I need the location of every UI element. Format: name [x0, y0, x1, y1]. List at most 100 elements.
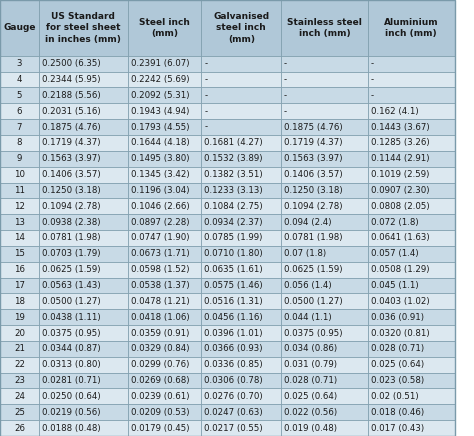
- Bar: [368, 198, 455, 214]
- Text: 0.0438 (1.11): 0.0438 (1.11): [42, 313, 100, 322]
- Text: 0.2188 (5.56): 0.2188 (5.56): [42, 91, 100, 100]
- Bar: [128, 0, 201, 56]
- Text: 0.2391 (6.07): 0.2391 (6.07): [131, 59, 189, 68]
- Text: 0.0508 (1.29): 0.0508 (1.29): [371, 265, 429, 274]
- Bar: [201, 88, 281, 103]
- Text: 0.0635 (1.61): 0.0635 (1.61): [204, 265, 263, 274]
- Text: 0.034 (0.86): 0.034 (0.86): [284, 344, 337, 353]
- Text: 0.0247 (0.63): 0.0247 (0.63): [204, 408, 263, 417]
- Bar: [201, 309, 281, 325]
- Bar: [281, 357, 368, 373]
- Bar: [368, 56, 455, 72]
- Bar: [0, 388, 39, 404]
- Bar: [39, 72, 128, 88]
- Text: 0.0897 (2.28): 0.0897 (2.28): [131, 218, 189, 227]
- Text: 21: 21: [14, 344, 25, 353]
- Text: 0.0538 (1.37): 0.0538 (1.37): [131, 281, 190, 290]
- Bar: [281, 325, 368, 341]
- Text: 3: 3: [17, 59, 22, 68]
- Text: 0.1144 (2.91): 0.1144 (2.91): [371, 154, 429, 163]
- Text: 0.1382 (3.51): 0.1382 (3.51): [204, 170, 263, 179]
- Text: 0.1345 (3.42): 0.1345 (3.42): [131, 170, 190, 179]
- Text: 15: 15: [14, 249, 25, 258]
- Text: 0.1094 (2.78): 0.1094 (2.78): [284, 202, 342, 211]
- Bar: [0, 183, 39, 198]
- Text: 0.025 (0.64): 0.025 (0.64): [284, 392, 337, 401]
- Bar: [201, 72, 281, 88]
- Bar: [368, 167, 455, 183]
- Bar: [39, 103, 128, 119]
- Bar: [201, 404, 281, 420]
- Text: 0.1943 (4.94): 0.1943 (4.94): [131, 107, 189, 116]
- Bar: [368, 278, 455, 293]
- Bar: [0, 88, 39, 103]
- Text: 0.0516 (1.31): 0.0516 (1.31): [204, 297, 263, 306]
- Text: 0.1250 (3.18): 0.1250 (3.18): [284, 186, 343, 195]
- Bar: [201, 420, 281, 436]
- Text: 25: 25: [14, 408, 25, 417]
- Text: 0.0336 (0.85): 0.0336 (0.85): [204, 360, 263, 369]
- Text: 0.0456 (1.16): 0.0456 (1.16): [204, 313, 263, 322]
- Bar: [128, 230, 201, 246]
- Text: 14: 14: [14, 234, 25, 242]
- Text: 0.018 (0.46): 0.018 (0.46): [371, 408, 424, 417]
- Bar: [201, 341, 281, 357]
- Text: 0.0269 (0.68): 0.0269 (0.68): [131, 376, 189, 385]
- Text: 0.1196 (3.04): 0.1196 (3.04): [131, 186, 189, 195]
- Bar: [201, 0, 281, 56]
- Text: 0.0299 (0.76): 0.0299 (0.76): [131, 360, 189, 369]
- Text: 0.0598 (1.52): 0.0598 (1.52): [131, 265, 189, 274]
- Bar: [39, 404, 128, 420]
- Text: 0.1019 (2.59): 0.1019 (2.59): [371, 170, 429, 179]
- Text: -: -: [204, 91, 208, 100]
- Bar: [201, 103, 281, 119]
- Bar: [0, 167, 39, 183]
- Bar: [0, 341, 39, 357]
- Bar: [368, 230, 455, 246]
- Text: 0.0747 (1.90): 0.0747 (1.90): [131, 234, 189, 242]
- Text: US Standard
for steel sheet
in inches (mm): US Standard for steel sheet in inches (m…: [46, 12, 121, 44]
- Bar: [128, 88, 201, 103]
- Bar: [281, 293, 368, 309]
- Bar: [39, 373, 128, 388]
- Text: 0.072 (1.8): 0.072 (1.8): [371, 218, 418, 227]
- Bar: [0, 230, 39, 246]
- Bar: [368, 135, 455, 151]
- Text: 0.07 (1.8): 0.07 (1.8): [284, 249, 326, 258]
- Text: 0.1532 (3.89): 0.1532 (3.89): [204, 154, 263, 163]
- Text: 0.0625 (1.59): 0.0625 (1.59): [284, 265, 342, 274]
- Bar: [281, 56, 368, 72]
- Text: 0.02 (0.51): 0.02 (0.51): [371, 392, 418, 401]
- Text: 0.0188 (0.48): 0.0188 (0.48): [42, 424, 100, 433]
- Bar: [368, 373, 455, 388]
- Text: 11: 11: [14, 186, 25, 195]
- Text: 26: 26: [14, 424, 25, 433]
- Bar: [201, 278, 281, 293]
- Bar: [128, 135, 201, 151]
- Text: 0.0359 (0.91): 0.0359 (0.91): [131, 329, 189, 337]
- Bar: [39, 183, 128, 198]
- Text: 0.1793 (4.55): 0.1793 (4.55): [131, 123, 189, 132]
- Bar: [201, 246, 281, 262]
- Text: 0.023 (0.58): 0.023 (0.58): [371, 376, 424, 385]
- Text: 8: 8: [17, 139, 22, 147]
- Bar: [201, 388, 281, 404]
- Text: 0.022 (0.56): 0.022 (0.56): [284, 408, 337, 417]
- Text: 0.0209 (0.53): 0.0209 (0.53): [131, 408, 189, 417]
- Bar: [39, 167, 128, 183]
- Text: 0.045 (1.1): 0.045 (1.1): [371, 281, 418, 290]
- Text: -: -: [204, 75, 208, 84]
- Bar: [0, 56, 39, 72]
- Text: 0.0281 (0.71): 0.0281 (0.71): [42, 376, 100, 385]
- Bar: [368, 388, 455, 404]
- Bar: [201, 56, 281, 72]
- Bar: [128, 167, 201, 183]
- Text: 0.0344 (0.87): 0.0344 (0.87): [42, 344, 100, 353]
- Text: 0.028 (0.71): 0.028 (0.71): [284, 376, 337, 385]
- Text: 0.0396 (1.01): 0.0396 (1.01): [204, 329, 263, 337]
- Bar: [201, 262, 281, 278]
- Bar: [128, 373, 201, 388]
- Bar: [39, 230, 128, 246]
- Text: 0.0313 (0.80): 0.0313 (0.80): [42, 360, 100, 369]
- Bar: [281, 262, 368, 278]
